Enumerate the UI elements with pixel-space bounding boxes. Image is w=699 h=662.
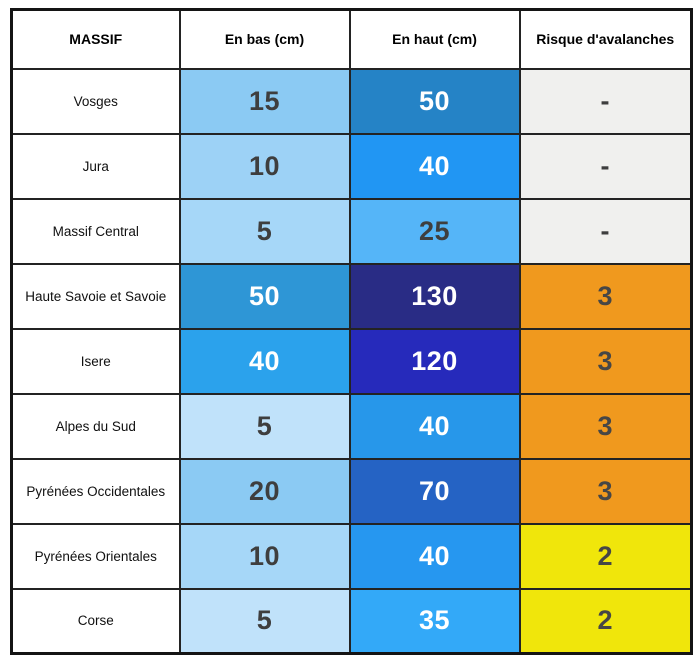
table-row: Pyrénées Orientales 10 40 2 [10, 522, 693, 590]
en-haut-cell: 35 [348, 587, 521, 655]
header-cell-massif: MASSIF [10, 8, 181, 70]
risque-cell: - [518, 197, 693, 265]
snow-report-table-container: MASSIF En bas (cm) En haut (cm) Risque d… [10, 8, 693, 655]
en-haut-cell: 25 [348, 197, 521, 265]
table-row: Corse 5 35 2 [10, 587, 693, 655]
risque-cell: 3 [518, 392, 693, 460]
en-bas-cell: 5 [178, 392, 351, 460]
en-haut-cell: 70 [348, 457, 521, 525]
header-cell-en-haut: En haut (cm) [348, 8, 521, 70]
en-bas-cell: 10 [178, 132, 351, 200]
table-body: Vosges 15 50 - Jura 10 40 - Massif Centr… [10, 67, 693, 655]
en-haut-cell: 40 [348, 132, 521, 200]
table-row: Alpes du Sud 5 40 3 [10, 392, 693, 460]
en-bas-cell: 10 [178, 522, 351, 590]
en-haut-cell: 40 [348, 392, 521, 460]
en-bas-cell: 50 [178, 262, 351, 330]
risque-cell: 3 [518, 327, 693, 395]
en-haut-cell: 50 [348, 67, 521, 135]
massif-cell: Haute Savoie et Savoie [10, 262, 181, 330]
header-row: MASSIF En bas (cm) En haut (cm) Risque d… [10, 8, 693, 70]
en-bas-cell: 20 [178, 457, 351, 525]
massif-cell: Alpes du Sud [10, 392, 181, 460]
massif-cell: Massif Central [10, 197, 181, 265]
risque-cell: - [518, 132, 693, 200]
en-bas-cell: 5 [178, 587, 351, 655]
en-haut-cell: 120 [348, 327, 521, 395]
risque-cell: - [518, 67, 693, 135]
snow-report-table: MASSIF En bas (cm) En haut (cm) Risque d… [10, 8, 693, 655]
en-bas-cell: 5 [178, 197, 351, 265]
massif-cell: Pyrénées Occidentales [10, 457, 181, 525]
table-row: Isere 40 120 3 [10, 327, 693, 395]
en-bas-cell: 15 [178, 67, 351, 135]
massif-cell: Pyrénées Orientales [10, 522, 181, 590]
massif-cell: Jura [10, 132, 181, 200]
table-row: Vosges 15 50 - [10, 67, 693, 135]
risque-cell: 3 [518, 262, 693, 330]
en-haut-cell: 40 [348, 522, 521, 590]
massif-cell: Vosges [10, 67, 181, 135]
header-cell-en-bas: En bas (cm) [178, 8, 351, 70]
table-row: Haute Savoie et Savoie 50 130 3 [10, 262, 693, 330]
risque-cell: 3 [518, 457, 693, 525]
header-cell-risque: Risque d'avalanches [518, 8, 693, 70]
risque-cell: 2 [518, 587, 693, 655]
risque-cell: 2 [518, 522, 693, 590]
en-bas-cell: 40 [178, 327, 351, 395]
en-haut-cell: 130 [348, 262, 521, 330]
massif-cell: Corse [10, 587, 181, 655]
massif-cell: Isere [10, 327, 181, 395]
table-row: Massif Central 5 25 - [10, 197, 693, 265]
table-row: Jura 10 40 - [10, 132, 693, 200]
table-row: Pyrénées Occidentales 20 70 3 [10, 457, 693, 525]
